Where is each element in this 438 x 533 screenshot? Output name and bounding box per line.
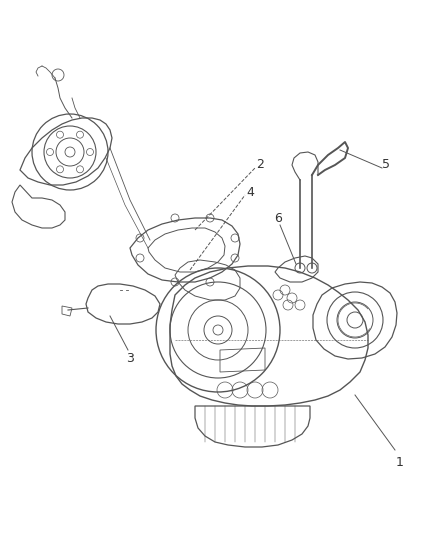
Text: 2: 2 xyxy=(256,158,264,172)
Text: 5: 5 xyxy=(382,158,390,172)
Text: 3: 3 xyxy=(126,351,134,365)
Text: 4: 4 xyxy=(246,185,254,198)
Text: 6: 6 xyxy=(274,212,282,224)
Text: 1: 1 xyxy=(396,456,404,469)
